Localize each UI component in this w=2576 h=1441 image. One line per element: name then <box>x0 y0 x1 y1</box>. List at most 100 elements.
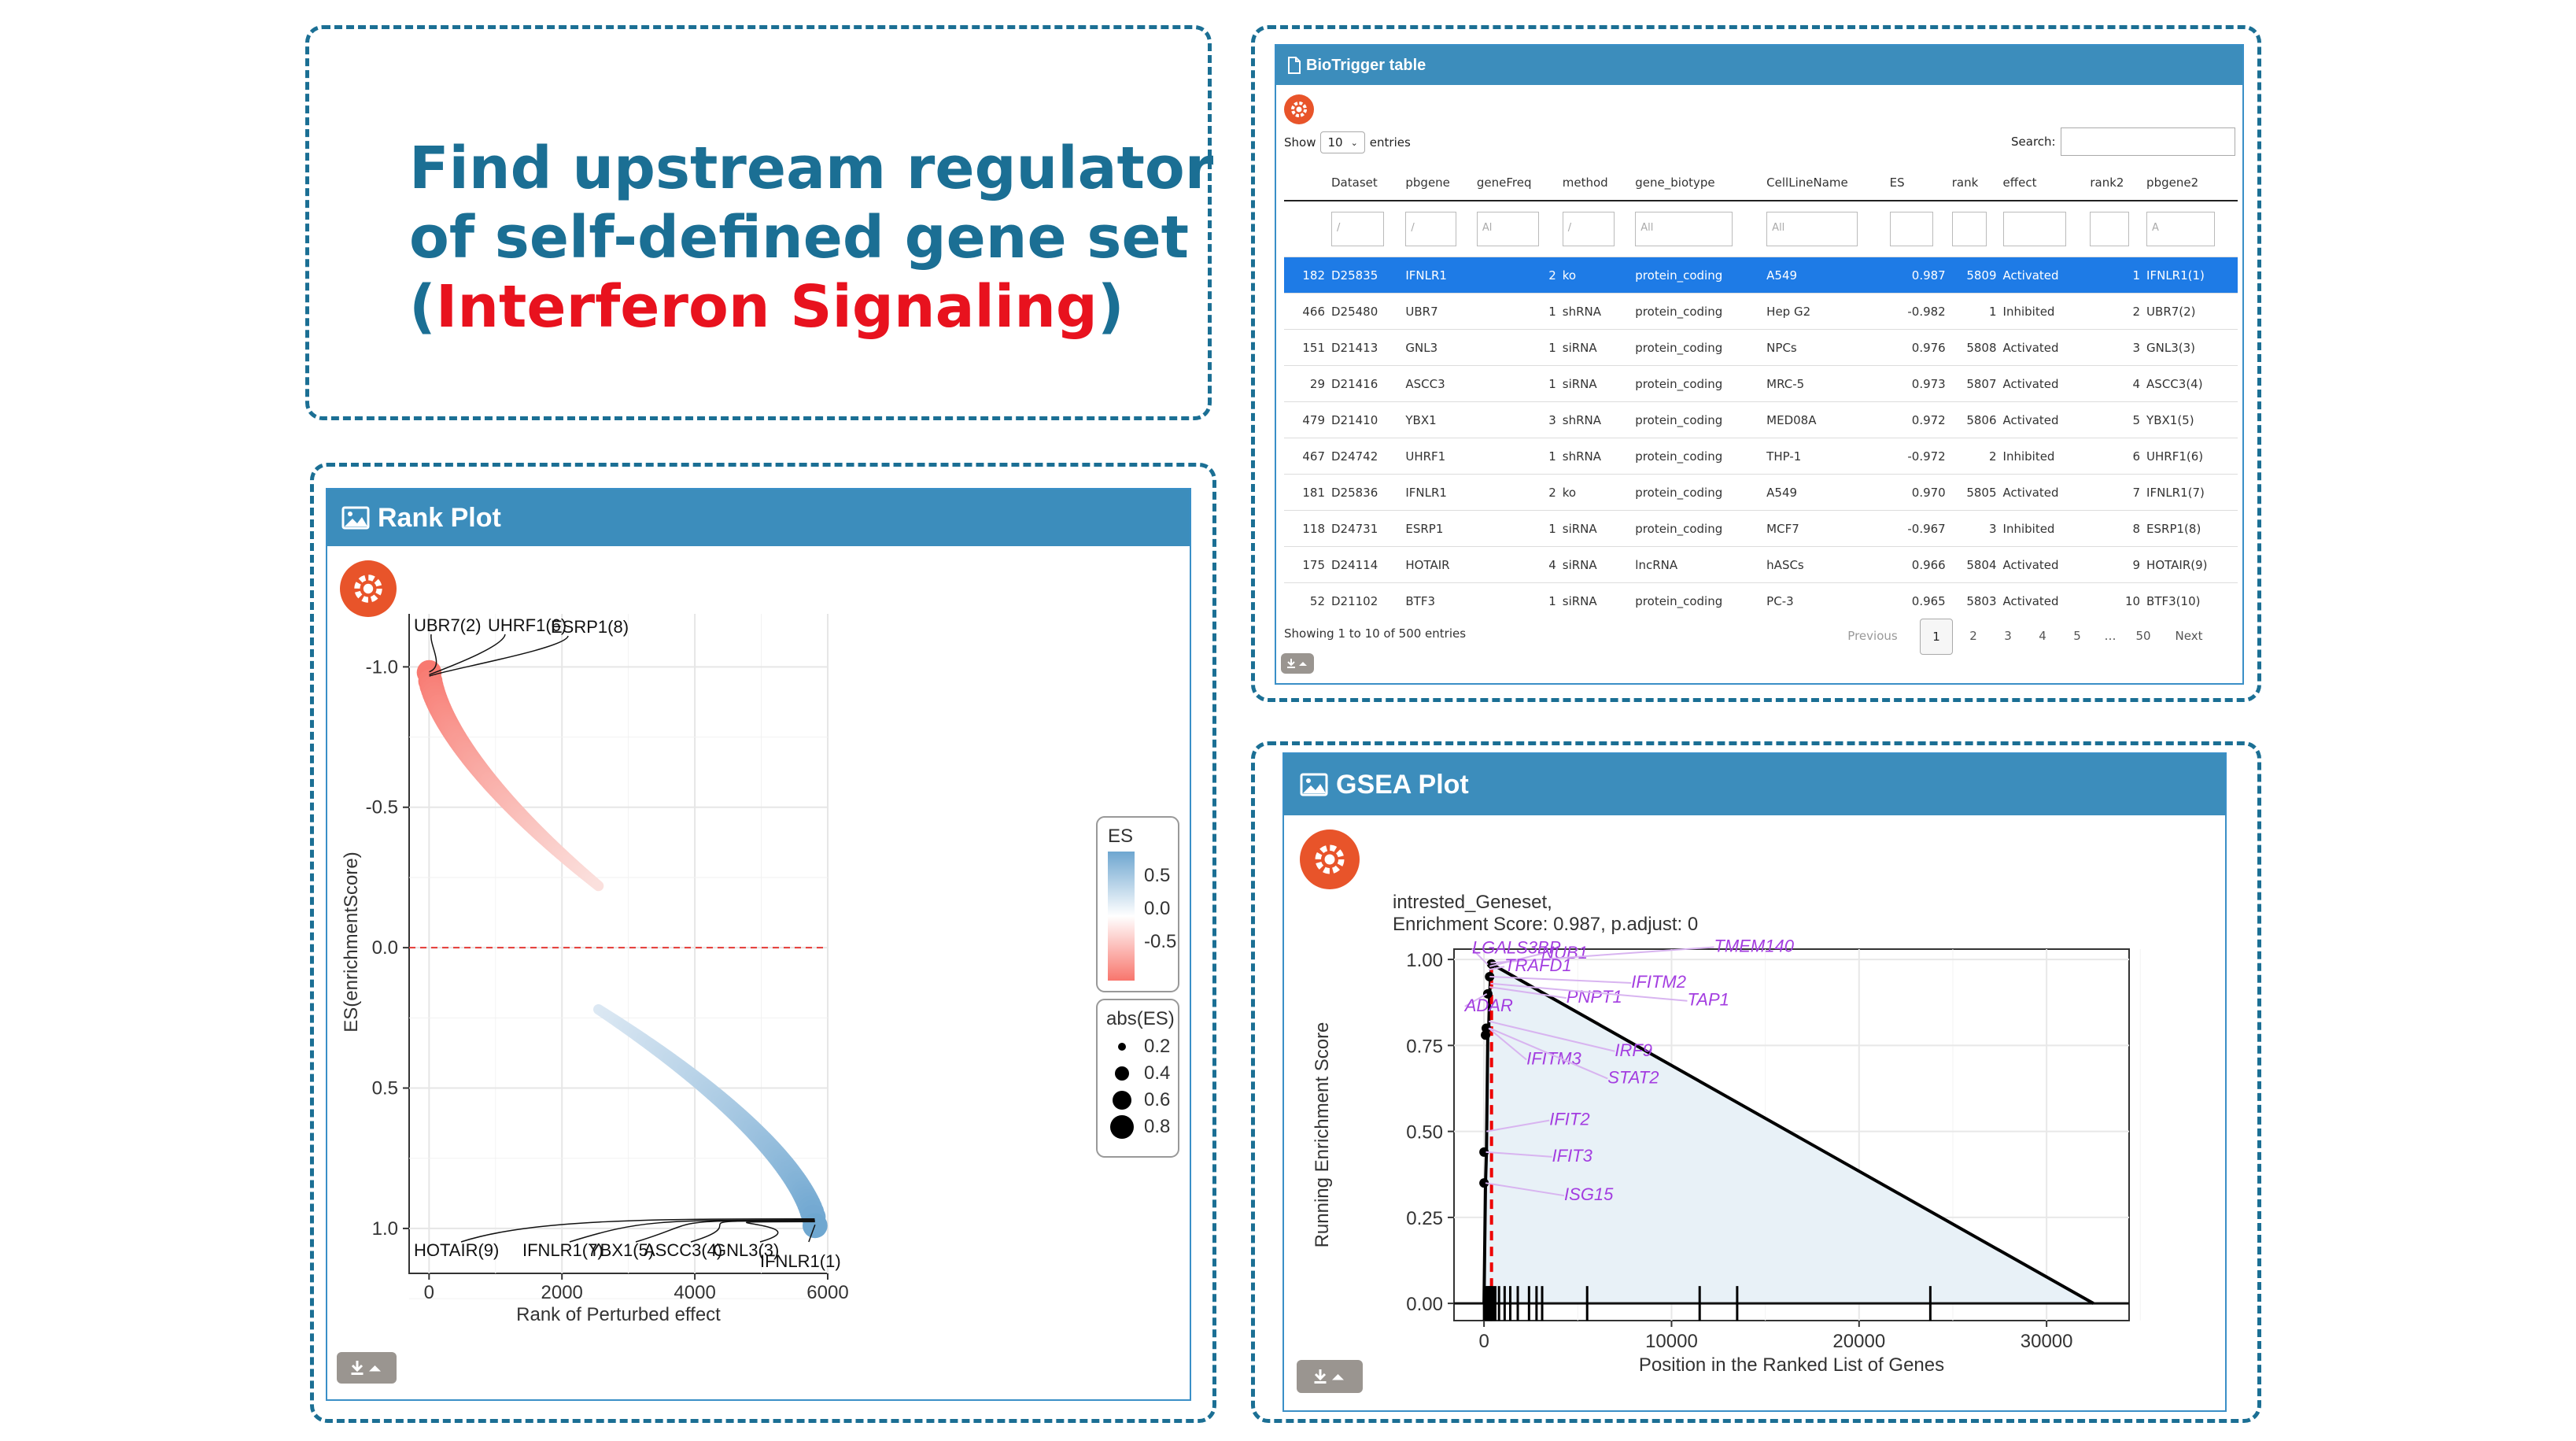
filter-input[interactable]: / <box>1405 212 1456 246</box>
pagination-next[interactable]: Next <box>2175 629 2203 643</box>
column-header[interactable]: geneFreq <box>1473 165 1559 201</box>
table-cell: protein_coding <box>1632 438 1764 475</box>
table-row[interactable]: 182 D25835 IFNLR1 2 ko protein_coding A549 0.98… <box>1284 257 2238 294</box>
column-header[interactable]: rank <box>1948 165 2000 201</box>
gear-icon[interactable] <box>1300 829 1360 889</box>
table-cell: 4 <box>2087 365 2144 402</box>
pagination-page[interactable]: 50 <box>2135 629 2151 643</box>
search-input[interactable] <box>2060 127 2235 156</box>
column-header[interactable]: gene_biotype <box>1632 165 1764 201</box>
table-cell: ASCC3 <box>1402 365 1474 402</box>
legend-tick: -0.5 <box>1144 931 1176 952</box>
color-bar <box>1108 852 1135 981</box>
tick-label-x: 0 <box>424 1282 434 1303</box>
gene-label: IFITM2 <box>1631 972 1686 992</box>
table-cell: D21102 <box>1328 582 1403 619</box>
table-cell: siRNA <box>1559 582 1633 619</box>
table-cell: 175 <box>1284 546 1328 583</box>
biotrigger-header: BioTrigger table <box>1276 46 2242 85</box>
pagination-previous[interactable]: Previous <box>1847 629 1898 643</box>
table-row[interactable]: 151 D21413 GNL3 1 siRNA protein_coding NPCs 0.9… <box>1284 329 2238 366</box>
column-header-index[interactable] <box>1284 165 1328 201</box>
column-header[interactable]: effect <box>1999 165 2087 201</box>
table-cell: protein_coding <box>1632 474 1764 511</box>
table-cell: siRNA <box>1559 329 1633 366</box>
gene-leader <box>1489 1027 1608 1080</box>
filter-input[interactable]: A <box>2146 212 2216 246</box>
title-line-1: Find upstream regulator <box>409 135 1214 202</box>
filter-input[interactable]: All <box>1766 212 1858 246</box>
gene-leader <box>1489 975 1632 984</box>
table-cell: 2 <box>1948 438 2000 475</box>
gear-icon[interactable] <box>340 560 397 617</box>
gene-label: ADAR <box>1463 996 1513 1015</box>
download-button[interactable] <box>337 1352 397 1384</box>
table-cell: IFNLR1(7) <box>2143 474 2238 511</box>
gene-point <box>1479 1147 1489 1157</box>
table-cell: D24742 <box>1328 438 1403 475</box>
gene-label: LGALS3BP <box>1472 938 1561 958</box>
length-control: Show 10 ⌄ entries <box>1284 129 1411 156</box>
annotation-leader <box>429 634 437 673</box>
column-header[interactable]: Dataset <box>1328 165 1403 201</box>
table-cell: Inhibited <box>1999 438 2087 475</box>
table-cell: -0.972 <box>1886 438 1949 475</box>
column-header[interactable]: method <box>1559 165 1633 201</box>
table-cell: lncRNA <box>1632 546 1764 583</box>
biotrigger-table: Dataset pbgene geneFreq method gene_biot… <box>1284 165 2238 619</box>
tick-label-x: 20000 <box>1832 1331 1885 1352</box>
download-button[interactable] <box>1281 653 1314 674</box>
image-icon <box>341 506 370 530</box>
gsea-frame <box>1251 741 2261 1423</box>
tick-label-y: 0.75 <box>1406 1036 1443 1057</box>
filter-input[interactable]: All <box>1635 212 1733 246</box>
pagination-page[interactable]: 3 <box>2004 629 2012 643</box>
column-header[interactable]: pbgene <box>1402 165 1474 201</box>
tick-label-y: 0.00 <box>1406 1294 1443 1315</box>
column-header[interactable]: ES <box>1886 165 1949 201</box>
table-cell: protein_coding <box>1632 293 1764 330</box>
table-row[interactable]: 52 D21102 BTF3 1 siRNA protein_coding PC-3 0.96… <box>1284 582 2238 619</box>
annotation-label: ESRP1(8) <box>551 617 629 637</box>
table-row[interactable]: 181 D25836 IFNLR1 2 ko protein_coding A549 0.97… <box>1284 474 2238 511</box>
table-cell: UHRF1 <box>1402 438 1474 475</box>
table-row[interactable]: 467 D24742 UHRF1 1 shRNA protein_coding THP-1-… <box>1284 438 2238 475</box>
filter-input[interactable] <box>2090 212 2130 246</box>
table-cell: HOTAIR(9) <box>2143 546 2238 583</box>
gear-icon[interactable] <box>1284 94 1314 124</box>
pagination-page[interactable]: 4 <box>2039 629 2046 643</box>
pagination-page[interactable]: 2 <box>1969 629 1977 643</box>
table-cell: 5 <box>2087 401 2144 438</box>
column-header[interactable]: pbgene2 <box>2143 165 2238 201</box>
table-cell: 29 <box>1284 365 1328 402</box>
table-cell: 0.973 <box>1886 365 1949 402</box>
filter-input[interactable] <box>1889 212 1934 246</box>
gene-leader <box>1488 1027 1527 1061</box>
table-row[interactable]: 118 D24731 ESRP1 1 siRNA protein_coding MCF7 -0… <box>1284 510 2238 547</box>
table-cell: 1 <box>1473 293 1559 330</box>
filter-input[interactable] <box>1951 212 1987 246</box>
table-cell: shRNA <box>1559 293 1633 330</box>
table-row[interactable]: 479 D21410 YBX1 3 shRNA protein_coding MED08A 0… <box>1284 401 2238 438</box>
table-frame <box>1251 25 2261 702</box>
annotation-leader <box>690 1220 815 1243</box>
table-cell: 1 <box>1473 438 1559 475</box>
annotation-leader <box>429 635 569 677</box>
download-button[interactable] <box>1297 1360 1363 1393</box>
gene-leader <box>1485 1182 1565 1197</box>
pagination-page[interactable]: 1 <box>1920 619 1953 655</box>
column-header[interactable]: rank2 <box>2087 165 2144 201</box>
table-row[interactable]: 29 D21416 ASCC3 1 siRNA protein_coding MRC-5 0.… <box>1284 365 2238 402</box>
legend-tick: 0.6 <box>1144 1089 1170 1110</box>
pagination-page[interactable]: 5 <box>2073 629 2081 643</box>
filter-input[interactable]: / <box>1331 212 1385 246</box>
filter-input[interactable] <box>2002 212 2066 246</box>
filter-input[interactable]: / <box>1562 212 1615 246</box>
length-select[interactable]: 10 ⌄ <box>1320 131 1365 153</box>
table-row[interactable]: 175 D24114 HOTAIR 4 siRNA lncRNA hASCs 0.966 580… <box>1284 546 2238 583</box>
gene-label: TMEM140 <box>1714 936 1794 955</box>
column-header[interactable]: CellLineName <box>1763 165 1887 201</box>
table-row[interactable]: 466 D25480 UBR7 1 shRNA protein_coding Hep G2-… <box>1284 293 2238 330</box>
table-cell: 6 <box>2087 438 2144 475</box>
filter-input[interactable]: Al <box>1476 212 1539 246</box>
